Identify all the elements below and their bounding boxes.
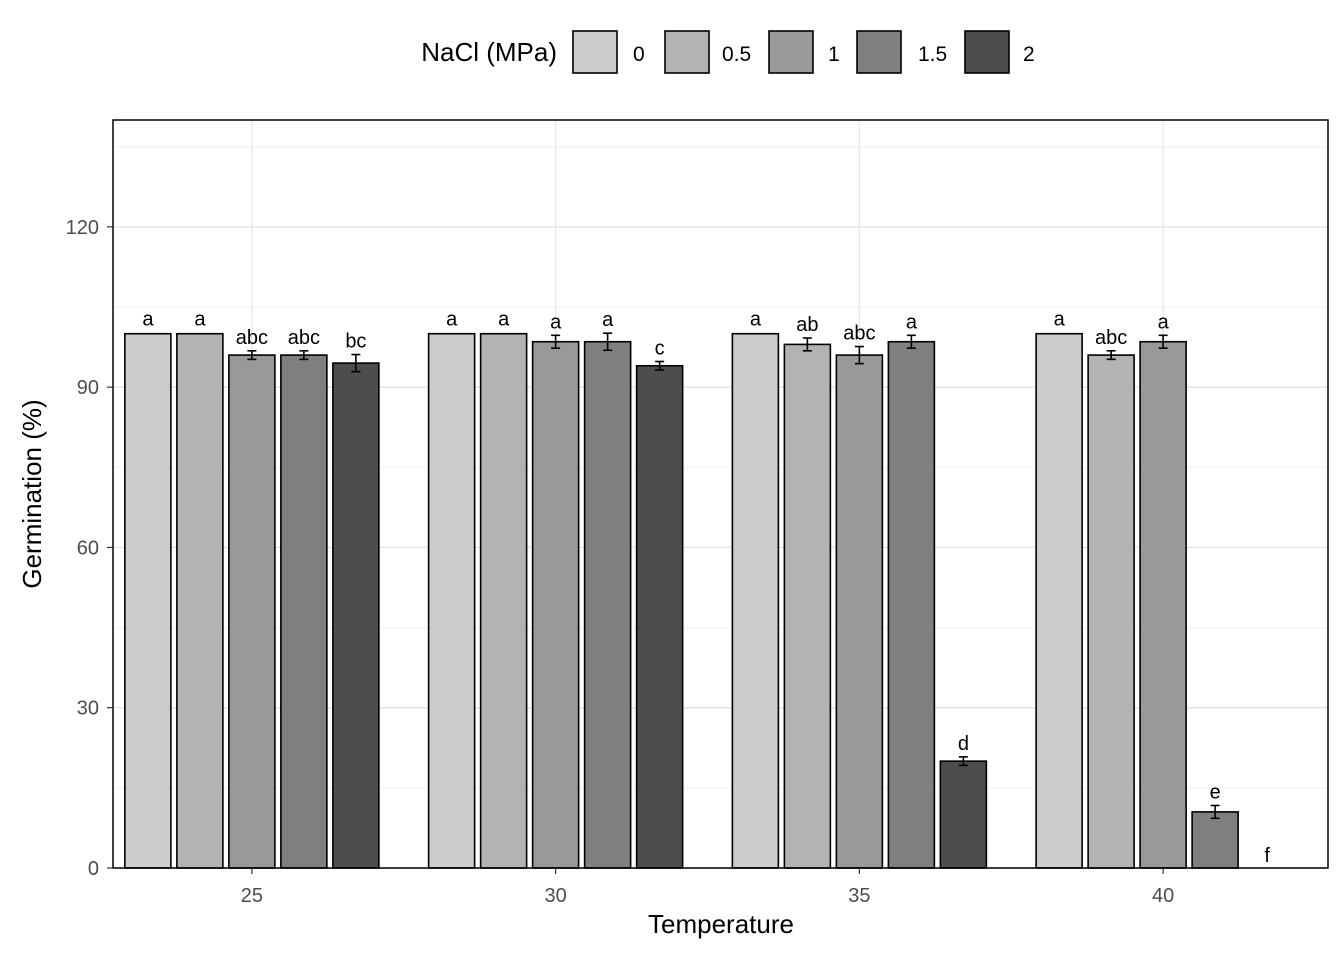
significance-label-30-0: a <box>446 309 458 331</box>
legend: NaCl (MPa) 0 0.5 1 1.5 2 <box>421 30 1035 74</box>
significance-label-40-1: a <box>1158 311 1170 333</box>
error-bar-30-1.5 <box>603 332 613 352</box>
error-bar-30-1 <box>551 334 561 349</box>
x-axis-ticks: 25 30 35 40 <box>241 868 1174 907</box>
legend-key-2 <box>964 30 1010 74</box>
bar-30-1.5 <box>583 340 632 869</box>
bar-35-1.5 <box>887 340 936 869</box>
significance-label-30-2: c <box>655 337 665 359</box>
legend-key-1.5 <box>856 30 902 74</box>
bar-30-1 <box>531 340 580 869</box>
legend-label-1: 1 <box>828 43 840 66</box>
significance-label-30-0.5: a <box>498 309 510 331</box>
bar-35-0 <box>731 332 780 869</box>
significance-label-40-2: f <box>1264 845 1270 867</box>
bar-40-1 <box>1139 340 1187 869</box>
error-bar-30-2 <box>655 360 665 371</box>
legend-key-0.5 <box>664 30 710 74</box>
bar-35-2 <box>939 760 988 869</box>
significance-label-25-0: a <box>142 309 154 331</box>
significance-label-25-1: abc <box>236 327 268 349</box>
legend-label-0: 0 <box>633 43 645 66</box>
legend-key-0 <box>572 30 618 74</box>
significance-label-25-1.5: abc <box>288 327 320 349</box>
legend-label-2: 2 <box>1023 43 1035 66</box>
error-bar-35-2 <box>958 756 968 767</box>
bar-30-0.5 <box>479 332 528 869</box>
error-bar-25-1 <box>247 350 257 361</box>
significance-label-35-1: abc <box>843 323 875 345</box>
x-tick-label: 30 <box>545 885 567 907</box>
significance-label-30-1.5: a <box>602 309 614 331</box>
bar-40-0 <box>1035 332 1083 869</box>
bar-35-1 <box>835 354 884 869</box>
error-bar-25-2 <box>351 353 361 373</box>
error-bar-35-1.5 <box>906 334 916 349</box>
y-tick-label: 90 <box>77 377 99 399</box>
bar-25-2 <box>332 362 380 869</box>
bar-25-1 <box>228 354 276 869</box>
bar-25-0 <box>124 332 172 869</box>
bars <box>124 332 1239 869</box>
legend-label-1.5: 1.5 <box>918 43 947 66</box>
bar-25-0.5 <box>176 332 224 869</box>
significance-label-40-0: a <box>1054 309 1066 331</box>
significance-label-25-2: bc <box>345 331 366 353</box>
bar-40-0.5 <box>1087 354 1135 869</box>
bar-25-1.5 <box>280 354 328 869</box>
significance-label-35-2: d <box>958 733 969 755</box>
legend-title: NaCl (MPa) <box>421 37 557 67</box>
x-tick-label: 25 <box>241 885 263 907</box>
significance-label-35-0: a <box>750 309 762 331</box>
y-axis-ticks: 0 30 60 90 120 <box>66 217 113 880</box>
error-bar-35-1 <box>854 345 864 365</box>
bar-30-0 <box>427 332 476 869</box>
significance-label-25-0.5: a <box>194 309 206 331</box>
error-bar-40-1 <box>1158 334 1168 349</box>
error-bar-40-1.5 <box>1210 804 1220 820</box>
significance-label-35-1.5: a <box>906 311 918 333</box>
significance-label-30-1: a <box>550 311 562 333</box>
y-tick-label: 0 <box>88 858 99 880</box>
bar-35-0.5 <box>783 343 832 869</box>
error-bar-25-1.5 <box>299 350 309 361</box>
error-bar-35-0.5 <box>802 337 812 352</box>
significance-label-35-0.5: ab <box>796 314 818 336</box>
y-axis-title: Germination (%) <box>17 399 47 588</box>
y-tick-label: 120 <box>66 217 99 239</box>
bar-30-2 <box>635 364 684 869</box>
x-tick-label: 35 <box>848 885 870 907</box>
x-tick-label: 40 <box>1152 885 1174 907</box>
bar-40-1.5 <box>1191 811 1239 869</box>
legend-key-1 <box>768 30 814 74</box>
error-bar-40-0.5 <box>1106 350 1116 361</box>
legend-label-0.5: 0.5 <box>722 43 751 66</box>
significance-label-40-1.5: e <box>1210 781 1221 803</box>
x-axis-title: Temperature <box>648 909 794 939</box>
significance-label-40-0.5: abc <box>1095 327 1127 349</box>
y-tick-label: 30 <box>77 698 99 720</box>
panel-border <box>112 119 1329 869</box>
y-tick-label: 60 <box>77 537 99 559</box>
